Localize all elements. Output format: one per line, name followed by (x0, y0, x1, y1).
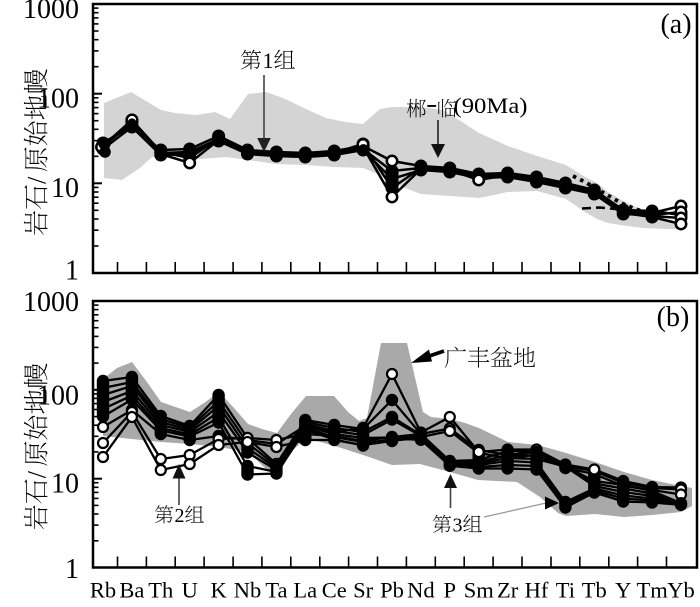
svg-text:Th: Th (148, 578, 173, 603)
svg-text:Hf: Hf (525, 578, 549, 603)
svg-text:Ta: Ta (265, 578, 287, 603)
svg-text:Rb: Rb (90, 578, 116, 603)
svg-text:Pb: Pb (380, 578, 404, 603)
svg-text:10: 10 (51, 173, 79, 204)
svg-text:Tm: Tm (636, 578, 668, 603)
svg-text:K: K (210, 578, 227, 603)
svg-text:Sr: Sr (353, 578, 374, 603)
svg-text:1: 1 (65, 256, 79, 287)
svg-text:/: / (23, 470, 52, 478)
svg-text:1: 1 (263, 48, 274, 73)
svg-text:Ce: Ce (322, 578, 347, 603)
svg-text:Zr: Zr (497, 578, 519, 603)
svg-text:2: 2 (175, 505, 185, 527)
svg-text:Tb: Tb (582, 578, 607, 603)
svg-text:U: U (182, 578, 198, 603)
svg-text:Ti: Ti (556, 578, 575, 603)
svg-text:1000: 1000 (23, 287, 79, 318)
svg-text:3: 3 (453, 515, 463, 537)
svg-text:100: 100 (37, 84, 79, 115)
svg-text:Nd: Nd (407, 578, 435, 603)
svg-text:P: P (444, 578, 457, 603)
svg-text:Nb: Nb (234, 578, 262, 603)
svg-text:10: 10 (51, 469, 79, 500)
svg-text:Ba: Ba (119, 578, 144, 603)
svg-text:La: La (293, 578, 317, 603)
svg-text:1: 1 (65, 554, 79, 585)
svg-text:(b): (b) (657, 302, 690, 333)
svg-text:Sm: Sm (464, 578, 495, 603)
svg-text:Yb: Yb (667, 578, 695, 603)
svg-text:1000: 1000 (23, 0, 79, 25)
svg-text:/: / (23, 176, 52, 184)
svg-text:(a): (a) (660, 9, 691, 40)
svg-text:(90Ma): (90Ma) (454, 93, 528, 118)
svg-text:100: 100 (37, 380, 79, 411)
svg-text:Y: Y (615, 578, 631, 603)
